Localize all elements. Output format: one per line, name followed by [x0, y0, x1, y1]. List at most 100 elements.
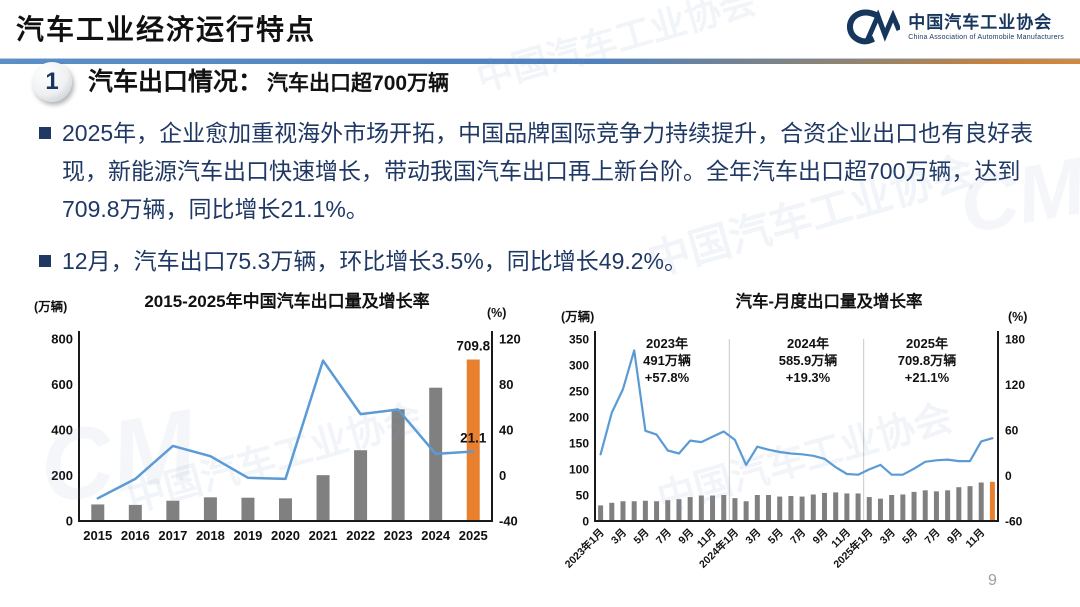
x-axis-tick: 9月: [945, 527, 965, 547]
bar: [654, 501, 660, 521]
annual-export-chart: 2015-2025年中国汽车出口量及增长率 (万辆) (%) 0 200 400 600 80…: [30, 281, 530, 581]
x-axis-tick: 2025: [459, 528, 488, 543]
right-axis-tick: 0: [1005, 469, 1012, 483]
bar: [989, 481, 995, 521]
bar: [945, 490, 951, 521]
bar: [956, 487, 962, 521]
bar: [833, 492, 839, 521]
x-axis-tick: 2024: [421, 528, 451, 543]
left-axis-unit-label: (万辆): [561, 309, 594, 324]
monthly-export-chart: 汽车-月度出口量及增长率 (万辆) (%) 0 50 100 150 200 250 300 350…: [553, 281, 1080, 607]
left-axis-tick: 250: [569, 385, 589, 399]
bar: [754, 495, 760, 521]
right-axis-tick: 120: [499, 332, 521, 347]
x-axis-tick: 2020: [271, 528, 300, 543]
section-subtitle: 汽车出口超700万辆: [267, 72, 450, 95]
right-axis-unit-label: (%): [487, 306, 506, 320]
chart-title: 2015-2025年中国汽车出口量及增长率: [144, 291, 429, 311]
bullet-text: 2025年，企业愈加重视海外市场开拓，中国品牌国际竞争力持续提升，合资企业出口也…: [62, 120, 1034, 222]
x-axis-tick: 2022: [346, 528, 375, 543]
bar: [967, 486, 973, 521]
caam-logo: 中国汽车工业协会 China Association of Automobile…: [846, 8, 1064, 46]
x-axis-tick: 5月: [631, 527, 651, 547]
left-axis-tick: 50: [576, 489, 590, 503]
x-axis-tick: 3月: [878, 527, 898, 547]
bar: [91, 504, 105, 521]
bullet-square-icon: [39, 255, 51, 267]
logo-text: 中国汽车工业协会 China Association of Automobile…: [908, 13, 1064, 42]
bar: [866, 497, 872, 521]
left-axis-tick: 800: [51, 332, 73, 347]
bar: [279, 498, 292, 521]
section-header: 1 汽车出口情况： 汽车出口超700万辆: [32, 62, 449, 102]
bar: [810, 494, 816, 521]
bar: [676, 499, 682, 521]
bar: [316, 475, 330, 521]
bullet-list: 2025年，企业愈加重视海外市场开拓，中国品牌国际竞争力持续提升，合资企业出口也…: [38, 114, 1054, 280]
x-axis-tick: 9月: [811, 527, 831, 547]
x-axis-tick: 7月: [923, 527, 943, 547]
x-axis-tick: 11月: [964, 527, 988, 551]
x-axis-tick: 5月: [900, 527, 920, 547]
page-title: 汽车工业经济运行特点: [16, 14, 317, 45]
page-number: 9: [988, 572, 997, 589]
bullet-item: 12月，汽车出口75.3万辆，环比增长3.5%，同比增长49.2%。: [38, 242, 1054, 280]
bar: [911, 491, 917, 521]
bar: [466, 359, 480, 521]
x-axis-tick: 7月: [654, 527, 674, 547]
left-axis-tick: 600: [51, 377, 73, 392]
left-axis-tick: 300: [569, 359, 589, 373]
bullet-text: 12月，汽车出口75.3万辆，环比增长3.5%，同比增长49.2%。: [62, 248, 687, 274]
bar: [609, 502, 615, 521]
bar: [922, 490, 928, 521]
right-axis-tick: 40: [499, 423, 513, 438]
left-axis-tick: 200: [569, 411, 589, 425]
bullet-square-icon: [39, 127, 51, 139]
bar: [354, 450, 368, 521]
bar: [933, 491, 939, 521]
year-total-annotation: +19.3%: [786, 370, 831, 385]
bar: [598, 505, 604, 521]
bar: [687, 497, 693, 521]
x-axis-tick: 5月: [766, 527, 786, 547]
x-axis-tick: 2021: [309, 528, 338, 543]
left-axis-tick: 350: [569, 333, 589, 347]
x-axis-tick: 3月: [743, 527, 763, 547]
bar: [900, 494, 906, 521]
right-axis-tick: 0: [499, 468, 506, 483]
year-total-annotation: 491万辆: [643, 353, 691, 368]
bar: [203, 497, 217, 521]
caam-cm-icon: [847, 9, 901, 45]
left-axis-unit-label: (万辆): [34, 299, 67, 314]
chart-title: 汽车-月度出口量及增长率: [736, 291, 923, 311]
right-axis-unit-label: (%): [1008, 310, 1027, 324]
section-title: 汽车出口情况：: [88, 68, 264, 96]
bar: [777, 496, 783, 521]
x-axis-tick: 2017: [158, 528, 187, 543]
year-total-annotation: 2025年: [906, 336, 948, 351]
bar: [844, 493, 850, 521]
x-axis-tick: 3月: [609, 527, 629, 547]
year-total-annotation: 585.9万辆: [779, 353, 838, 368]
right-axis-tick: 80: [499, 377, 513, 392]
bar: [766, 495, 772, 521]
bar: [620, 501, 626, 521]
bar: [978, 482, 984, 521]
year-total-annotation: 2024年: [787, 336, 829, 351]
logo-org-name-cn: 中国汽车工业协会: [908, 12, 1053, 32]
left-axis-tick: 200: [51, 468, 73, 483]
x-axis-tick: 2019: [233, 528, 262, 543]
left-axis-tick: 0: [582, 515, 589, 529]
export-volume-bars: [91, 359, 480, 521]
x-axis-tick: 2023年1月: [562, 526, 607, 571]
x-axis-tick: 2018: [196, 528, 225, 543]
bar: [391, 409, 405, 521]
x-axis-tick: 2016: [121, 528, 150, 543]
watermark-text: 中国汽车工业协会: [472, 0, 761, 100]
bar: [889, 495, 895, 521]
bar: [631, 501, 637, 521]
x-axis-tick: 2015: [83, 528, 112, 543]
header-divider: [0, 58, 1080, 64]
x-axis-tick: 9月: [676, 527, 696, 547]
